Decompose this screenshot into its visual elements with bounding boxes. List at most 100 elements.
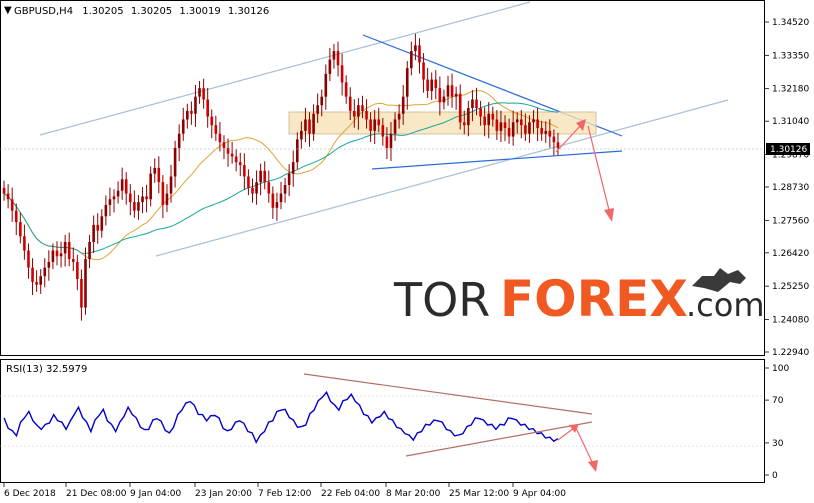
candle-body	[316, 105, 319, 114]
price-y-tick-label: 1.24080	[772, 316, 809, 326]
candle-body	[63, 242, 67, 254]
candle-body	[324, 73, 328, 97]
current-price-tag: 1.30126	[770, 145, 807, 155]
candle-body	[328, 59, 332, 74]
candle-body	[6, 193, 10, 200]
current-price-tag-bg	[766, 143, 810, 155]
x-tick-label: 22 Feb 04:00	[321, 489, 380, 499]
rsi-upper-trendline	[303, 373, 593, 415]
candle-body	[96, 224, 100, 231]
candle-body	[76, 261, 79, 280]
moving-average-fast	[3, 90, 559, 261]
price-title-marker: ▼	[4, 5, 12, 16]
price-y-tick-label: 1.29870	[772, 151, 809, 161]
candle-body	[287, 173, 291, 186]
candle-body	[108, 199, 112, 205]
rsi-title: RSI(13) 32.5979	[6, 364, 87, 375]
triangle-lower-line	[371, 150, 623, 170]
candle-body	[479, 108, 482, 117]
price-y-tick-label: 1.22940	[772, 348, 809, 358]
x-tick-label: 6 Dec 2018	[4, 489, 56, 499]
candle-body	[267, 182, 271, 194]
candle-body	[133, 202, 136, 211]
candle-body	[381, 125, 385, 137]
price-y-tick-label: 1.28730	[772, 183, 809, 193]
candle-body	[124, 179, 128, 194]
candle-body	[141, 196, 144, 203]
moving-averages	[3, 90, 559, 261]
price-y-tick-label: 1.27560	[772, 216, 809, 226]
rsi-forecast-down-arrow	[575, 427, 595, 467]
candle-body	[80, 279, 83, 308]
candle-body	[495, 119, 499, 131]
x-tick-label: 9 Jan 04:00	[130, 489, 182, 499]
candle-body	[348, 96, 352, 111]
rsi-line	[3, 390, 559, 444]
rsi-y-tick-label: 100	[772, 364, 789, 374]
candle-body	[503, 122, 507, 129]
upper-channel-line	[39, 1, 531, 136]
candle-body	[279, 193, 283, 203]
price-forecast-up-arrowhead	[576, 119, 586, 131]
candle-body	[214, 125, 218, 134]
candle-body	[458, 93, 462, 123]
candle-body	[271, 193, 275, 208]
candle-body	[377, 119, 381, 126]
candle-body	[255, 182, 258, 194]
candle-body	[116, 190, 120, 197]
candle-body	[536, 119, 539, 129]
candle-body	[544, 130, 548, 134]
candle-body	[71, 259, 75, 262]
candle-body	[2, 187, 6, 194]
candle-body	[320, 96, 324, 106]
candle-body	[190, 110, 193, 114]
candle-body	[434, 79, 438, 89]
price-y-tick-label: 1.33350	[772, 51, 809, 61]
candle-body	[128, 193, 132, 203]
candle-body	[548, 130, 552, 137]
x-tick-label: 21 Dec 08:00	[66, 489, 127, 499]
candle-body	[181, 119, 185, 134]
candle-body	[540, 128, 543, 134]
candle-body	[92, 224, 95, 242]
candle-body	[410, 51, 413, 69]
candle-body	[385, 136, 389, 148]
candle-body	[145, 196, 148, 200]
candle-body	[491, 113, 495, 120]
candle-body	[218, 133, 222, 143]
rsi-forecast-up-arrow	[557, 427, 575, 441]
candle-body	[19, 222, 22, 237]
price-panel-frame	[0, 0, 765, 356]
candle-body	[532, 119, 535, 123]
candle-body	[157, 167, 161, 183]
candle-body	[194, 96, 197, 114]
bull-icon	[692, 268, 746, 292]
candle-body	[10, 199, 14, 211]
price-y-axis: 1.34520 1.33350 1.32180 1.31040 1.29870 1.287…	[764, 18, 809, 358]
price-forecast-up-arrow	[555, 123, 583, 153]
price-forecast-arrows	[555, 119, 614, 222]
rsi-y-tick-label: 0	[772, 471, 778, 481]
candle-body	[177, 133, 181, 148]
price-y-tick-label: 1.32180	[772, 85, 809, 95]
candle-body	[499, 122, 503, 131]
x-tick-label: 23 Jan 20:00	[195, 489, 252, 499]
torforex-logo: TOR FOREX .com	[393, 268, 765, 328]
price-y-tick-label: 1.26420	[772, 249, 809, 259]
candle-body	[137, 202, 140, 211]
candle-body	[198, 88, 201, 97]
candle-body	[528, 122, 531, 134]
candle-body	[186, 110, 189, 120]
candle-body	[238, 162, 242, 166]
candle-body	[422, 62, 425, 80]
candle-body	[275, 202, 279, 208]
candle-body	[507, 128, 511, 137]
candle-body	[524, 125, 527, 134]
rsi-panel-frame	[0, 359, 765, 483]
candle-body	[153, 167, 157, 174]
candle-body	[462, 122, 466, 126]
x-tick-label: 7 Feb 12:00	[258, 489, 312, 499]
candle-body	[104, 204, 108, 217]
candle-body	[84, 259, 87, 308]
